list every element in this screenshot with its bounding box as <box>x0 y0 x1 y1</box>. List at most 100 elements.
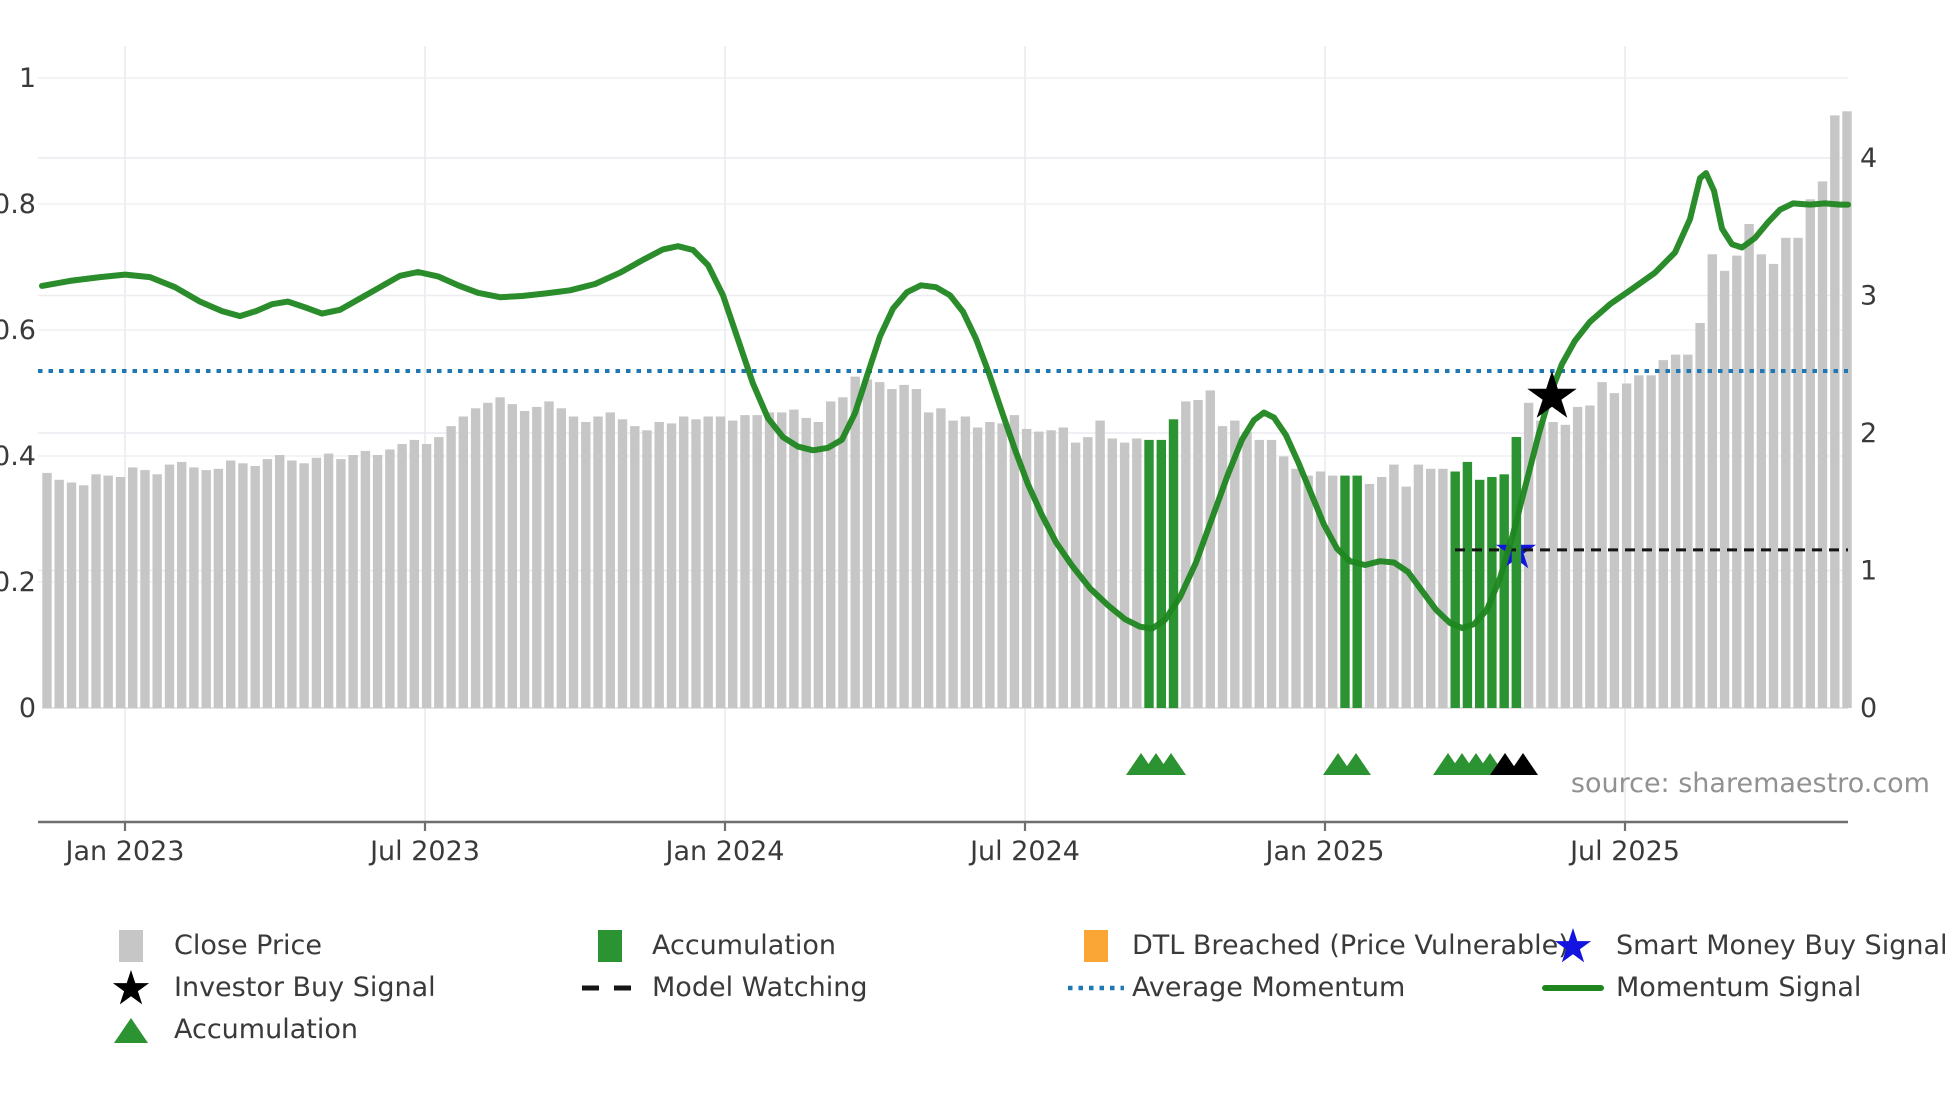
close-price-bar <box>250 466 260 708</box>
close-price-bar <box>275 455 285 708</box>
close-price-bar <box>1597 382 1607 708</box>
close-price-bar <box>1364 483 1375 708</box>
close-price-bar <box>875 382 885 708</box>
accumulation-bar <box>1340 475 1350 708</box>
accumulation-bar <box>1450 471 1460 708</box>
close-price-bar <box>66 482 77 708</box>
close-price-bar <box>360 450 371 708</box>
close-price-bar <box>1793 237 1803 709</box>
close-price-bar <box>556 408 566 709</box>
close-price-bar <box>1058 427 1068 708</box>
close-price-bar <box>287 460 297 708</box>
close-price-bar <box>593 416 603 708</box>
right-axis-tick-label: 1 <box>1860 556 1877 587</box>
close-price-bar <box>1523 402 1534 709</box>
close-price-bar <box>1781 237 1791 709</box>
close-price-bar <box>128 467 138 708</box>
close-price-bar <box>1646 375 1656 709</box>
close-price-bar <box>1230 420 1240 708</box>
legend-label-accumulation: Accumulation <box>652 930 836 961</box>
close-price-bar <box>1034 431 1044 708</box>
left-axis-tick-label: 0 <box>19 693 36 724</box>
close-price-bar <box>103 475 113 708</box>
close-price-bar <box>1083 437 1093 708</box>
investor-signal-star-icon <box>99 970 163 1006</box>
close-price-bar <box>862 379 873 708</box>
accumulation-bar <box>1156 439 1166 708</box>
close-price-bar <box>42 472 52 708</box>
close-price-bar <box>1242 431 1252 708</box>
close-price-bar <box>140 470 150 708</box>
legend-label-momentum-signal: Momentum Signal <box>1616 972 1862 1003</box>
right-axis-tick-label: 3 <box>1860 281 1877 312</box>
close-price-bar <box>936 408 946 709</box>
legend-line-icon <box>1541 970 1605 1006</box>
close-price-bar <box>1217 426 1228 708</box>
close-price-bar <box>1548 422 1558 708</box>
close-price-bar <box>1842 111 1852 709</box>
legend-label-close-price: Close Price <box>174 930 322 961</box>
x-axis-tick-label: Jul 2025 <box>1568 836 1680 867</box>
close-price-bar <box>911 389 922 708</box>
black-triangle <box>1508 753 1538 775</box>
legend-label-smart-money-buy-signal: Smart Money Buy Signal <box>1616 930 1948 961</box>
close-price-bar <box>532 406 542 708</box>
close-price-bar <box>483 402 493 709</box>
close-price-bar <box>997 423 1007 708</box>
left-axis-tick-label: 1 <box>19 63 36 94</box>
legend-label-investor-buy-signal: Investor Buy Signal <box>174 972 436 1003</box>
close-price-bar <box>152 474 162 709</box>
close-price-bar <box>1291 468 1301 709</box>
x-axis-tick-label: Jan 2025 <box>1264 836 1385 867</box>
close-price-bar <box>581 422 591 708</box>
close-price-bar <box>1585 405 1595 708</box>
close-price-bar <box>703 416 713 708</box>
close-price-bar <box>1621 383 1632 708</box>
close-price-bar <box>238 463 248 709</box>
accumulation-bar <box>1144 439 1154 708</box>
close-price-bar <box>397 444 407 708</box>
accumulation-bar <box>1462 461 1473 708</box>
close-price-bar <box>336 459 346 708</box>
close-price-bar <box>495 397 505 708</box>
x-axis-tick-label: Jan 2024 <box>664 836 785 867</box>
price-momentum-chart: Jan 2023 Jul 2023 Jan 2024 Jul 2024 Jan 2025… <box>0 46 1877 867</box>
close-price-bar <box>1670 354 1681 708</box>
close-price-bar <box>1328 475 1338 708</box>
close-price-bar <box>605 412 615 708</box>
close-price-bar <box>507 404 517 708</box>
legend-label-model-watching: Model Watching <box>652 972 868 1003</box>
accumulation-bar <box>1475 479 1485 709</box>
close-price-bar <box>1817 181 1828 708</box>
close-price-bar <box>470 408 481 709</box>
close-price-bar <box>1536 420 1546 708</box>
close-price-bar <box>948 420 958 708</box>
x-axis-tick-label: Jul 2023 <box>368 836 480 867</box>
close-price-bar <box>838 397 848 708</box>
close-price-bar <box>568 416 579 708</box>
close-price-bar <box>1768 263 1779 708</box>
close-price-bar <box>311 457 322 709</box>
legend-label-dtl-breached-price-vulnerable: DTL Breached (Price Vulnerable) <box>1132 930 1569 961</box>
close-price-bar <box>544 401 554 708</box>
close-price-bar <box>54 479 64 709</box>
legend-dots-icon <box>1064 970 1128 1006</box>
close-price-bar <box>1132 438 1142 708</box>
close-price-bar <box>1805 199 1815 709</box>
close-price-bar <box>1119 442 1130 708</box>
close-price-bar <box>1401 486 1411 708</box>
left-axis-tick-label: 0.4 <box>0 441 36 472</box>
close-price-bar <box>777 412 787 708</box>
close-price-bar <box>201 470 211 708</box>
close-price-bar <box>826 401 836 708</box>
close-price-bar <box>213 468 224 709</box>
close-price-bar <box>813 422 824 708</box>
close-price-bar <box>923 412 934 708</box>
close-price-bar <box>715 416 726 708</box>
accumulation-bar <box>1168 419 1179 709</box>
close-price-bar <box>421 444 432 708</box>
close-price-bar <box>323 453 334 708</box>
close-price-bar <box>1560 424 1571 709</box>
close-price-bar <box>519 411 530 708</box>
